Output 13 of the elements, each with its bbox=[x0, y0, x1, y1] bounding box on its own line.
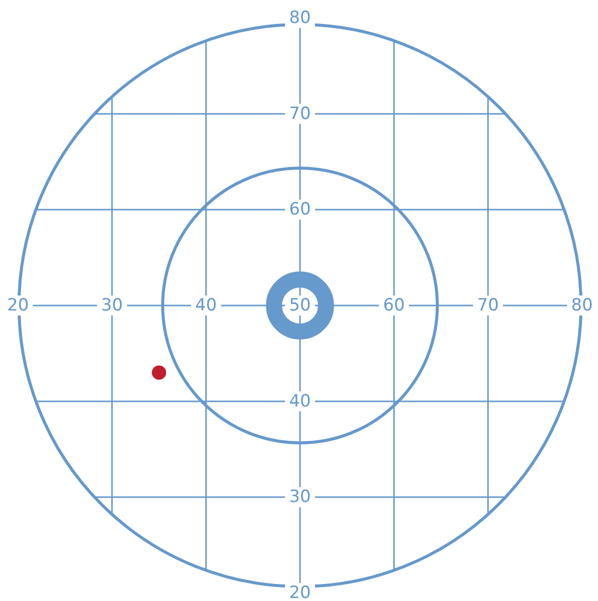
x-tick-label: 70 bbox=[477, 296, 499, 316]
y-tick-label: 20 bbox=[289, 583, 311, 601]
x-tick-label: 60 bbox=[383, 296, 405, 316]
x-tick-label: 40 bbox=[195, 296, 217, 316]
x-tick-label: 20 bbox=[7, 296, 29, 316]
y-tick-label: 80 bbox=[289, 8, 311, 28]
y-tick-label: 40 bbox=[289, 391, 311, 412]
y-tick-label: 70 bbox=[289, 104, 311, 124]
y-tick-label: 60 bbox=[289, 200, 311, 220]
x-tick-label: 80 bbox=[571, 296, 593, 316]
x-tick-label: 50 bbox=[289, 296, 311, 316]
y-tick-label: 30 bbox=[289, 487, 311, 508]
x-tick-label: 30 bbox=[101, 296, 123, 316]
